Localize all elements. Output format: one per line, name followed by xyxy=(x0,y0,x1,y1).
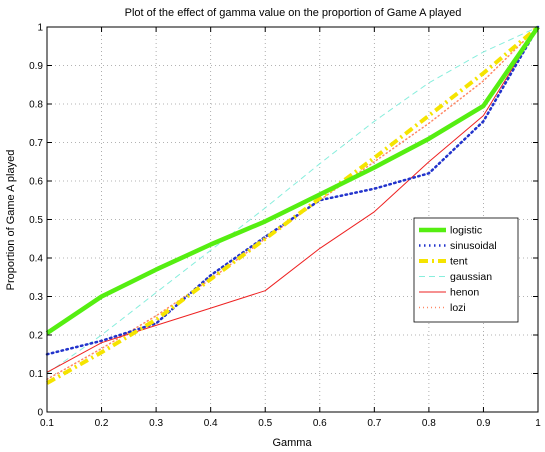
y-tick-label: 0.2 xyxy=(29,331,43,342)
y-tick-label: 0.4 xyxy=(29,254,43,265)
x-tick-label: 0.3 xyxy=(149,418,163,429)
series-line-lozi xyxy=(46,26,539,381)
series-line-gaussian xyxy=(46,26,539,374)
legend-box xyxy=(413,217,519,323)
series-layer xyxy=(45,25,540,385)
y-tick-label: 0.5 xyxy=(29,215,43,226)
x-tick-label: 0.7 xyxy=(367,418,381,429)
x-tick-label: 0.1 xyxy=(40,418,54,429)
y-tick-label: 0.6 xyxy=(29,177,43,188)
series-line-sinusoidal xyxy=(45,25,540,356)
x-tick-label: 0.9 xyxy=(476,418,490,429)
series-line-tent xyxy=(46,25,540,385)
y-tick-label: 0.1 xyxy=(29,369,43,380)
x-tick-label: 0.5 xyxy=(258,418,272,429)
chart-title: Plot of the effect of gamma value on the… xyxy=(125,7,462,19)
x-tick-label: 0.6 xyxy=(313,418,327,429)
y-tick-label: 0.3 xyxy=(29,292,43,303)
y-tick-label: 0.8 xyxy=(29,100,43,111)
axis-ticks: 0.1 0.2 0.3 0.4 0.5 0.6 0.7 0.8 0.9 100.10.20.30.… xyxy=(29,23,541,430)
legend-label-lozi: lozi xyxy=(450,302,466,314)
legend-label-logistic: logistic xyxy=(450,225,482,237)
legend-label-gaussian: gaussian xyxy=(450,271,492,283)
x-tick-label: 0.8 xyxy=(422,418,436,429)
x-axis-label: Gamma xyxy=(272,437,312,449)
grid xyxy=(47,27,538,412)
y-axis-label: Proportion of Game A played xyxy=(5,150,17,291)
legend: logistic sinusoidal tent gaussian henon lozi xyxy=(413,217,519,323)
y-tick-label: 0 xyxy=(37,408,43,419)
x-tick-label: 0.4 xyxy=(204,418,218,429)
legend-label-tent: tent xyxy=(450,256,468,268)
series-line-logistic xyxy=(45,25,540,335)
x-tick-label: 0.2 xyxy=(95,418,109,429)
x-tick-label: 1 xyxy=(535,418,541,429)
y-tick-label: 0.7 xyxy=(29,138,43,149)
legend-label-sinusoidal: sinusoidal xyxy=(450,240,497,252)
y-tick-label: 0.9 xyxy=(29,61,43,72)
legend-label-henon: henon xyxy=(450,287,479,299)
y-tick-label: 1 xyxy=(37,23,43,34)
